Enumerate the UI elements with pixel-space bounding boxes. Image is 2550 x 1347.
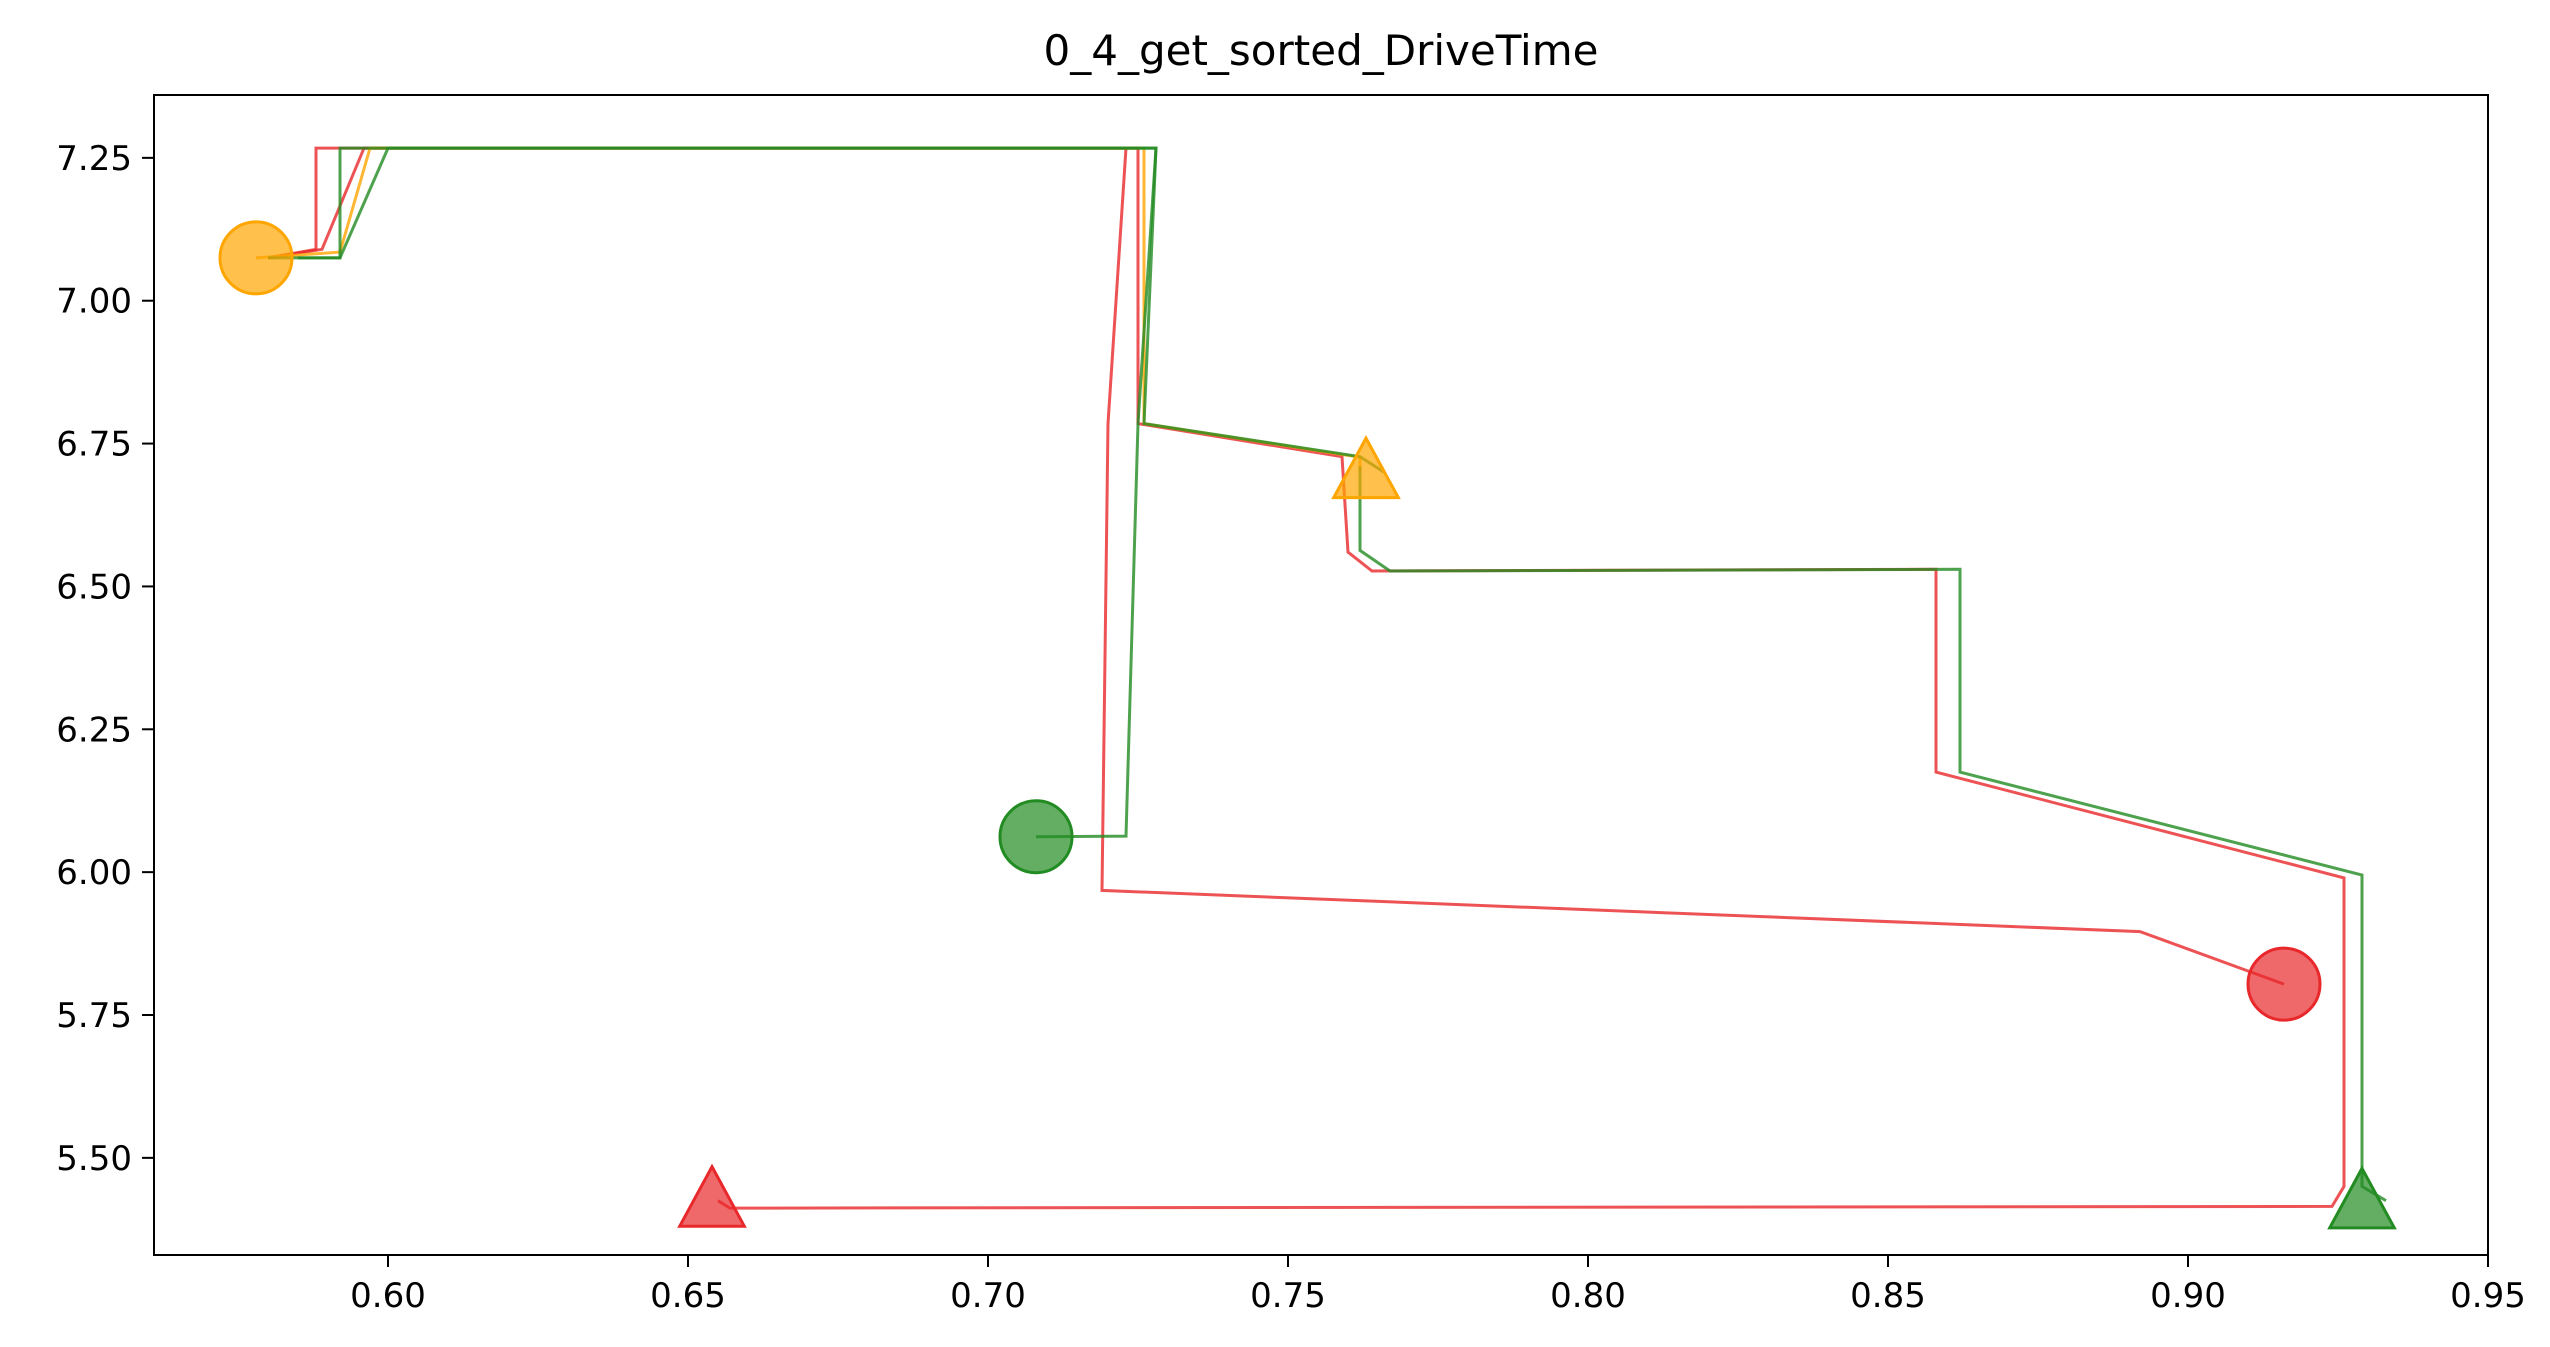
x-tick-label: 0.70 <box>950 1276 1026 1316</box>
series-layer <box>255 146 2387 1210</box>
end-marker-5 <box>2327 1165 2397 1230</box>
series-line-2 <box>255 146 1362 473</box>
start-marker-2 <box>2246 946 2322 1022</box>
start-marker-0 <box>218 220 294 296</box>
x-tick-label: 0.65 <box>650 1276 726 1316</box>
x-axis: 0.60 0.65 0.70 0.75 0.80 0.85 0.90 0.95 <box>350 1255 2526 1316</box>
y-tick-label: 6.00 <box>56 853 132 893</box>
y-tick-label: 6.25 <box>56 710 132 750</box>
chart-title: 0_4_get_sorted_DriveTime <box>1044 26 1599 75</box>
series-line-5 <box>1358 466 2387 1202</box>
marker-layer <box>218 220 2397 1230</box>
series-line-4 <box>268 146 1385 474</box>
x-tick-label: 0.85 <box>1850 1276 1926 1316</box>
y-tick-label: 7.25 <box>56 139 132 179</box>
y-tick-label: 6.50 <box>56 567 132 607</box>
end-marker-3 <box>1331 434 1401 500</box>
x-tick-label: 0.60 <box>350 1276 426 1316</box>
y-tick-label: 5.75 <box>56 996 132 1036</box>
y-tick-label: 6.75 <box>56 425 132 465</box>
x-tick-label: 0.75 <box>1250 1276 1326 1316</box>
y-axis: 5.50 5.75 6.00 6.25 6.50 6.75 7.00 7.25 <box>56 139 154 1179</box>
plot-frame <box>153 94 2489 1256</box>
series-line-3 <box>298 146 1158 839</box>
end-marker-4 <box>677 1163 747 1228</box>
x-tick-label: 0.90 <box>2150 1276 2226 1316</box>
x-tick-label: 0.80 <box>1550 1276 1626 1316</box>
series-line-0 <box>267 146 2285 986</box>
series-line-1 <box>267 146 2346 1210</box>
y-tick-label: 7.00 <box>56 282 132 322</box>
y-tick-label: 5.50 <box>56 1139 132 1179</box>
x-tick-label: 0.95 <box>2450 1276 2526 1316</box>
start-marker-1 <box>998 799 1074 875</box>
